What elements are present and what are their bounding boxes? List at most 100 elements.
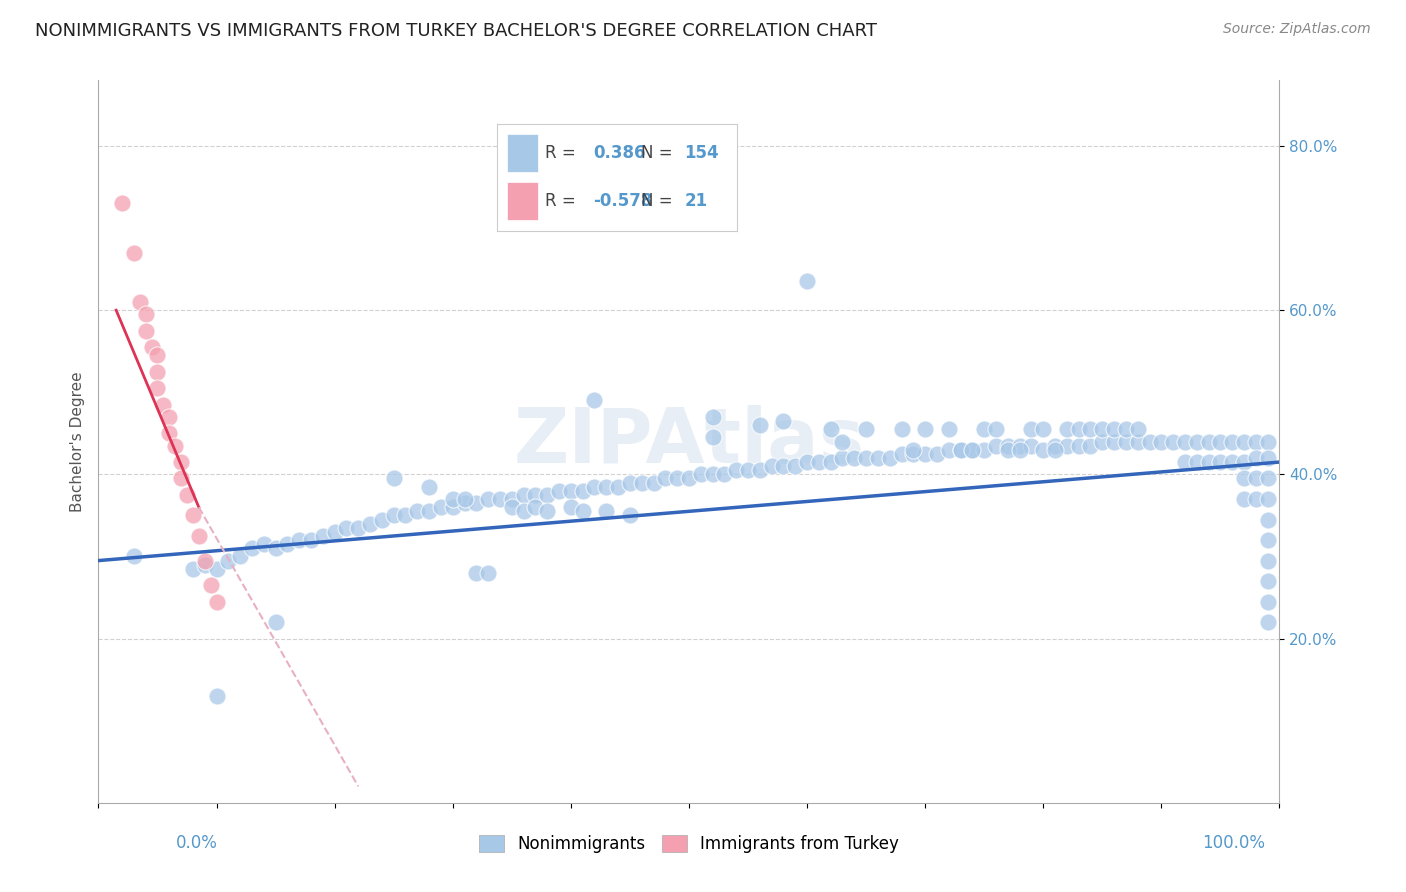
Point bbox=[299, 533, 322, 547]
Point bbox=[1233, 471, 1256, 485]
Point bbox=[713, 467, 735, 482]
Point bbox=[548, 483, 571, 498]
Point bbox=[855, 450, 877, 465]
Point bbox=[1126, 434, 1149, 449]
Point bbox=[831, 434, 853, 449]
Point bbox=[962, 442, 984, 457]
Point bbox=[477, 566, 499, 580]
Point bbox=[1126, 422, 1149, 436]
Point bbox=[903, 447, 925, 461]
Point bbox=[217, 553, 239, 567]
Text: 0.386: 0.386 bbox=[593, 144, 645, 162]
Point bbox=[761, 459, 783, 474]
Point bbox=[312, 529, 335, 543]
Point bbox=[914, 447, 936, 461]
Point bbox=[536, 504, 558, 518]
Point bbox=[1032, 442, 1054, 457]
Text: 0.0%: 0.0% bbox=[176, 834, 218, 852]
Point bbox=[187, 529, 209, 543]
Point bbox=[737, 463, 759, 477]
Text: R =: R = bbox=[546, 144, 576, 162]
Point bbox=[1198, 434, 1220, 449]
Point bbox=[347, 521, 370, 535]
Point bbox=[1233, 491, 1256, 506]
Point bbox=[820, 455, 842, 469]
Point bbox=[997, 439, 1019, 453]
Point bbox=[200, 578, 222, 592]
Legend: Nonimmigrants, Immigrants from Turkey: Nonimmigrants, Immigrants from Turkey bbox=[472, 828, 905, 860]
Point bbox=[1257, 574, 1279, 588]
Point bbox=[489, 491, 512, 506]
Point bbox=[807, 455, 830, 469]
Point bbox=[430, 500, 453, 515]
Point bbox=[925, 447, 948, 461]
Point bbox=[1080, 422, 1102, 436]
Point bbox=[111, 196, 134, 211]
Text: -0.578: -0.578 bbox=[593, 192, 652, 210]
Point bbox=[240, 541, 263, 556]
Text: 21: 21 bbox=[685, 192, 707, 210]
Bar bbox=[506, 182, 538, 220]
Point bbox=[264, 541, 287, 556]
Point bbox=[157, 426, 180, 441]
Point bbox=[607, 480, 630, 494]
Point bbox=[1198, 455, 1220, 469]
Point bbox=[1115, 422, 1137, 436]
Text: N =: N = bbox=[641, 192, 672, 210]
Y-axis label: Bachelor's Degree: Bachelor's Degree bbox=[69, 371, 84, 512]
Point bbox=[253, 537, 276, 551]
Point bbox=[1220, 455, 1243, 469]
Point bbox=[1161, 434, 1184, 449]
Point bbox=[1102, 422, 1125, 436]
Bar bbox=[506, 134, 538, 172]
Point bbox=[1209, 434, 1232, 449]
Point bbox=[702, 430, 724, 444]
Point bbox=[501, 500, 523, 515]
Text: 154: 154 bbox=[685, 144, 718, 162]
Point bbox=[595, 480, 617, 494]
Point bbox=[796, 455, 818, 469]
Text: ZIPAtlas: ZIPAtlas bbox=[513, 405, 865, 478]
Point bbox=[1043, 442, 1066, 457]
Point bbox=[128, 295, 150, 310]
Point bbox=[1233, 434, 1256, 449]
Point bbox=[441, 491, 464, 506]
Point bbox=[382, 508, 405, 523]
Point bbox=[418, 504, 440, 518]
Text: R =: R = bbox=[546, 192, 576, 210]
Point bbox=[866, 450, 889, 465]
Point bbox=[914, 422, 936, 436]
Point bbox=[181, 508, 204, 523]
Point bbox=[949, 442, 972, 457]
Point bbox=[973, 442, 995, 457]
Point bbox=[962, 442, 984, 457]
Point bbox=[630, 475, 652, 490]
Point bbox=[1056, 422, 1078, 436]
Text: N =: N = bbox=[641, 144, 672, 162]
Point bbox=[571, 504, 593, 518]
Point bbox=[772, 414, 794, 428]
Point bbox=[1257, 471, 1279, 485]
Point bbox=[1244, 471, 1267, 485]
Point bbox=[702, 467, 724, 482]
Point bbox=[536, 488, 558, 502]
Point bbox=[194, 558, 217, 572]
Point bbox=[1067, 439, 1090, 453]
Point bbox=[1257, 491, 1279, 506]
Point bbox=[181, 562, 204, 576]
Point bbox=[1150, 434, 1173, 449]
Point bbox=[1244, 450, 1267, 465]
Point bbox=[1257, 594, 1279, 608]
Point bbox=[560, 500, 582, 515]
Point bbox=[1067, 422, 1090, 436]
Point bbox=[949, 442, 972, 457]
Point bbox=[205, 689, 228, 703]
Point bbox=[748, 463, 770, 477]
Point bbox=[879, 450, 901, 465]
Point bbox=[205, 562, 228, 576]
Point bbox=[1257, 615, 1279, 630]
Point bbox=[666, 471, 689, 485]
Point bbox=[1209, 455, 1232, 469]
Point bbox=[1021, 422, 1043, 436]
Point bbox=[146, 365, 169, 379]
